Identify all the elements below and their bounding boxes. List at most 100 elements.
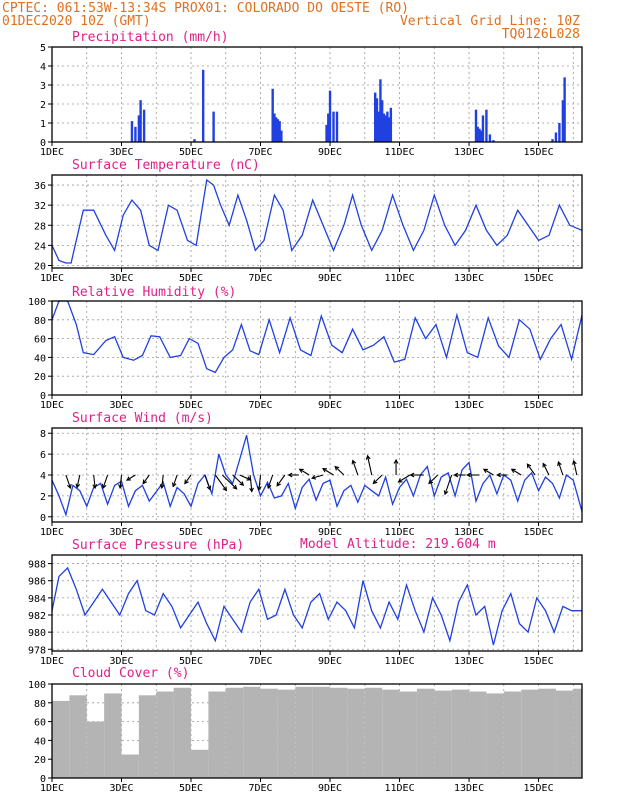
precip-title: Precipitation (mm/h)	[72, 30, 229, 45]
precip-bar	[374, 92, 377, 142]
precip-bar	[558, 123, 561, 142]
precip-ytick-label: 5	[40, 43, 46, 54]
wind-arrow-head	[142, 479, 148, 485]
header-date: 01DEC2020 10Z (GMT)	[2, 14, 151, 29]
wind-arrow	[526, 463, 536, 476]
wind-arrow	[352, 460, 359, 476]
humidity-xtick-label: 3DEC	[109, 400, 133, 411]
header-grid-note: Vertical Grid Line: 10Z	[400, 14, 580, 29]
cloud-bar	[330, 687, 348, 778]
temp-frame	[51, 174, 583, 269]
temp-title: Surface Temperature (nC)	[72, 158, 260, 173]
wind-arrow-head	[239, 481, 245, 487]
wind-arrow-head	[311, 475, 317, 480]
wind-arrow-head	[334, 465, 340, 471]
precip-xtick-label: 3DEC	[109, 147, 133, 158]
wind-arrow	[267, 474, 274, 489]
precip-bar	[375, 98, 379, 142]
cloud-bar	[52, 700, 70, 778]
cloud-bar	[277, 689, 296, 778]
cloud-ytick-label: 40	[34, 736, 46, 747]
pressure-xtick-label: 15DEC	[524, 656, 554, 667]
temp-xtick-label: 5DEC	[179, 273, 203, 284]
cloud-bar	[295, 686, 313, 778]
precip-bar	[377, 111, 380, 142]
wind-xtick-label: 11DEC	[384, 527, 414, 538]
cloud-bar	[364, 687, 383, 778]
wind-xtick-label: 3DEC	[109, 527, 133, 538]
wind-arrow	[126, 474, 136, 481]
temp-xtick-label: 13DEC	[454, 273, 484, 284]
temp-ytick-label: 36	[34, 181, 46, 192]
precip-bar	[212, 111, 215, 142]
model-altitude: Model Altitude: 219.604 m	[300, 537, 496, 552]
wind-frame	[51, 427, 583, 523]
precip-bar	[274, 117, 278, 142]
wind-arrow	[93, 474, 96, 489]
wind-arrow	[161, 474, 164, 489]
wind-arrow	[249, 474, 253, 492]
wind-arrow-head	[496, 472, 501, 478]
cloud-bar	[416, 688, 435, 778]
humidity-ytick-label: 60	[34, 335, 46, 346]
precip-xtick-label: 5DEC	[179, 147, 203, 158]
wind-arrow-head	[428, 479, 434, 485]
precip-xtick-label: 7DEC	[248, 147, 272, 158]
header-line1: CPTEC: 061:53W-13:34S PROX01: COLORADO D…	[2, 1, 409, 16]
precip-ytick-label: 1	[40, 119, 46, 130]
cloud-bar	[104, 693, 122, 778]
humidity-ytick-label: 100	[28, 297, 46, 308]
pressure-title: Surface Pressure (hPa)	[72, 538, 244, 553]
pressure-ytick-label: 984	[28, 594, 46, 605]
precip-bar	[488, 134, 492, 142]
wind-ytick-label: 6	[40, 450, 46, 461]
wind-arrow	[204, 474, 211, 490]
pressure-ytick-label: 986	[28, 577, 46, 588]
precip-bar	[476, 126, 479, 142]
wind-title: Surface Wind (m/s)	[72, 411, 213, 426]
wind-arrow-head	[101, 483, 107, 490]
humidity-ytick-label: 0	[40, 391, 46, 402]
humidity-title: Relative Humidity (%)	[72, 285, 236, 300]
precip-ytick-label: 0	[40, 138, 46, 149]
precip-frame	[51, 46, 583, 143]
wind-arrow-head	[482, 468, 488, 473]
precip-bar	[335, 111, 339, 142]
pressure-xtick-label: 9DEC	[318, 656, 342, 667]
humidity-xtick-label: 11DEC	[384, 400, 414, 411]
wind-arrow-head	[365, 454, 371, 460]
pressure-ytick-label: 988	[28, 560, 46, 571]
wind-arrow-head	[276, 481, 281, 487]
cloud-bar	[69, 695, 87, 778]
precip-ytick-label: 4	[40, 62, 46, 73]
pressure-xtick-label: 11DEC	[384, 656, 414, 667]
wind-arrow	[142, 474, 150, 484]
cloud-ytick-label: 80	[34, 699, 46, 710]
pressure-xtick-label: 1DEC	[40, 656, 64, 667]
cloud-ytick-label: 100	[28, 680, 46, 691]
wind-arrow	[573, 460, 578, 476]
pressure-ytick-label: 978	[28, 645, 46, 656]
wind-arrow-head	[510, 468, 516, 473]
cloud-bar	[538, 688, 556, 778]
precip-xtick-label: 1DEC	[40, 147, 64, 158]
wind-arrow-head	[256, 485, 262, 491]
cloud-title: Cloud Cover (%)	[72, 666, 189, 681]
precip-bar	[273, 113, 276, 142]
humidity-ytick-label: 40	[34, 353, 46, 364]
wind-arrow	[172, 474, 178, 487]
wind-arrow-head	[126, 476, 131, 481]
precip-bar	[380, 100, 384, 142]
wind-arrow-head	[572, 459, 577, 465]
precip-bar	[276, 119, 280, 142]
precip-bar	[137, 115, 141, 142]
humidity-frame	[51, 300, 583, 396]
wind-arrow-head	[542, 462, 547, 468]
wind-arrow-head	[67, 483, 72, 490]
cloud-bar	[347, 688, 365, 778]
humidity-xtick-label: 5DEC	[179, 400, 203, 411]
precip-bar	[328, 90, 332, 142]
humidity-xtick-label: 9DEC	[318, 400, 342, 411]
wind-arrow	[367, 455, 373, 476]
wind-line	[51, 435, 583, 517]
